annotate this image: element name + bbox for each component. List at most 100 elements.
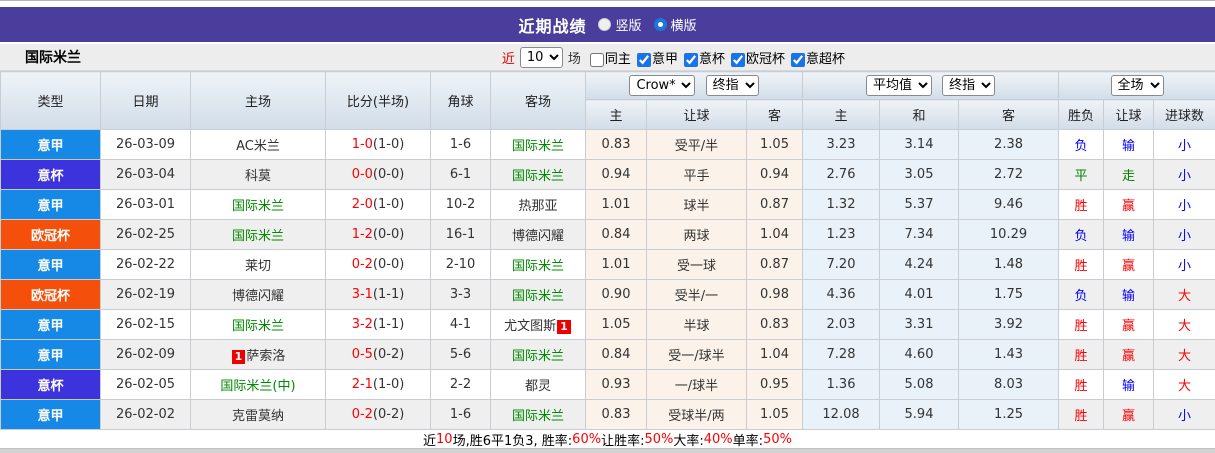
layout-radio-horizontal[interactable]: 横版 (653, 15, 697, 34)
home-team-name: AC米兰 (236, 139, 280, 154)
handicap-result-cell: 走 (1103, 159, 1155, 190)
goals-result-cell: 小 (1153, 189, 1215, 220)
league-badge: 欧冠杯 (0, 279, 101, 310)
corner-cell: 6-1 (430, 159, 491, 190)
halftime-score: (0-2) (372, 347, 405, 362)
eu-draw-odds: 7.34 (879, 219, 960, 250)
ah-line: 平手 (646, 159, 747, 190)
europe-time-select[interactable]: 终指 (942, 75, 996, 96)
sub-header-ah-away: 客 (745, 99, 804, 130)
away-team-cell: 都灵 (490, 369, 586, 400)
scope-select[interactable]: 全场 (1110, 75, 1164, 96)
match-row: 意甲 26-02-15 国际米兰 3-2(1-1) 4-1 尤文图斯 1 1.05 半球 0.83… (0, 309, 1215, 340)
eu-home-odds: 7.20 (802, 249, 881, 280)
match-row: 意甲 26-03-09 AC米兰 1-0(1-0) 1-6 国际米兰 0.83 受平/半 1.0… (0, 129, 1215, 160)
sub-header-goals-result: 进球数 (1153, 99, 1215, 130)
recent-count-select[interactable]: 10 (519, 47, 563, 68)
col-header-home: 主场 (190, 71, 326, 130)
goals-result-cell: 小 (1153, 219, 1215, 250)
filter-checkbox[interactable] (790, 52, 805, 67)
goals-result-cell: 大 (1153, 369, 1215, 400)
league-badge: 意甲 (0, 129, 101, 160)
sub-header-row: 主 让球 客 主 和 客 胜负 让球 进球数 (1, 99, 1215, 130)
corner-cell: 2-10 (430, 249, 491, 280)
radio-vertical-label[interactable]: 竖版 (615, 19, 642, 34)
eu-draw-odds: 5.37 (879, 189, 960, 220)
handicap-result-cell: 赢 (1103, 339, 1155, 370)
stat-label: 大率: (673, 433, 704, 449)
away-team-name: 国际米兰 (511, 289, 564, 304)
corner-cell: 2-2 (430, 369, 491, 400)
home-team-name: 萨索洛 (246, 349, 286, 364)
away-team-cell: 国际米兰 (490, 159, 586, 190)
col-header-corner: 角球 (430, 71, 491, 130)
odds-company-select[interactable]: Crow* (629, 75, 696, 96)
score-cell: 3-1(1-1) (325, 279, 431, 310)
filter-checkbox[interactable] (730, 52, 745, 67)
ah-away-odds: 0.83 (745, 309, 804, 340)
fulltime-score: 1-2 (351, 227, 373, 242)
league-badge: 意甲 (0, 339, 101, 370)
league-badge: 意甲 (0, 399, 101, 430)
odds-time-select[interactable]: 终指 (705, 75, 759, 96)
filter-checkbox-label[interactable]: 意超杯 (805, 52, 845, 67)
match-row: 意甲 26-02-22 莱切 0-2(0-0) 2-10 国际米兰 1.01 受一球 0.87 7… (0, 249, 1215, 280)
fulltime-score: 2-0 (351, 197, 373, 212)
ah-home-odds: 0.94 (585, 159, 647, 190)
handicap-result-cell: 赢 (1103, 309, 1155, 340)
fulltime-score: 3-1 (351, 287, 373, 302)
halftime-score: (0-0) (372, 257, 405, 272)
filter-bar: 国际米兰 近 10 场 同主 意甲 意杯 欧冠杯 意超杯 (0, 44, 1215, 71)
filter-checkbox-label[interactable]: 意甲 (651, 52, 678, 67)
home-team-cell: 国际米兰 (190, 309, 326, 340)
eu-away-odds: 1.25 (958, 399, 1060, 430)
home-team-name: 科莫 (244, 169, 271, 184)
layout-radio-vertical[interactable]: 竖版 (598, 15, 642, 34)
match-row: 意杯 26-02-05 国际米兰(中) 2-1(1-0) 2-2 都灵 0.93 一/球半 0.… (0, 369, 1215, 400)
eu-home-odds: 2.76 (802, 159, 881, 190)
handicap-group-header: Crow* 终指 (584, 71, 804, 100)
top-strip (0, 0, 1215, 7)
ah-away-odds: 1.04 (745, 219, 804, 250)
near-label: 近 (501, 52, 515, 67)
filter-checkbox-label[interactable]: 欧冠杯 (745, 52, 785, 67)
score-cell: 0-0(0-0) (325, 159, 431, 190)
ah-home-odds: 0.93 (585, 369, 647, 400)
match-date: 26-02-19 (100, 279, 191, 310)
score-cell: 2-1(1-0) (325, 369, 431, 400)
handicap-result-cell: 赢 (1103, 399, 1155, 430)
eu-away-odds: 1.43 (958, 339, 1060, 370)
filter-checkbox-label[interactable]: 意杯 (698, 52, 725, 67)
score-cell: 1-0(1-0) (325, 129, 431, 160)
eu-draw-odds: 4.01 (879, 279, 960, 310)
handicap-result-cell: 输 (1103, 369, 1155, 400)
eu-draw-odds: 4.24 (879, 249, 960, 280)
filter-checkbox-label[interactable]: 同主 (604, 52, 631, 67)
filter-checkbox[interactable] (636, 52, 651, 67)
home-team-name: 博德闪耀 (231, 289, 284, 304)
filter-checkbox[interactable] (683, 52, 698, 67)
goals-result-cell: 小 (1153, 399, 1215, 430)
match-date: 26-03-09 (100, 129, 191, 160)
corner-cell: 3-3 (430, 279, 491, 310)
match-row: 意杯 26-03-04 科莫 0-0(0-0) 6-1 国际米兰 0.94 平手 0.94 2.7… (0, 159, 1215, 190)
col-header-date: 日期 (100, 71, 191, 130)
halftime-score: (1-0) (372, 377, 405, 392)
ah-away-odds: 0.98 (745, 279, 804, 310)
header-group-row: 类型 日期 主场 比分(半场) 角球 客场 Crow* 终指 平均值 终指 全场 (0, 71, 1215, 130)
filter-checkbox[interactable] (589, 52, 604, 67)
corner-cell: 10-2 (430, 189, 491, 220)
ah-home-odds: 1.05 (585, 309, 647, 340)
stat-label: 场,胜6平1负3, 胜率: (452, 433, 573, 449)
corner-cell: 5-6 (430, 339, 491, 370)
filter-controls: 近 10 场 同主 意甲 意杯 欧冠杯 意超杯 (502, 44, 845, 71)
stat-label: 单率: (732, 433, 764, 449)
radio-unselected-icon[interactable] (598, 18, 612, 31)
eu-away-odds: 10.29 (958, 219, 1060, 250)
europe-company-select[interactable]: 平均值 (865, 75, 932, 96)
radio-selected-icon[interactable] (653, 18, 667, 31)
eu-home-odds: 1.36 (802, 369, 881, 400)
home-team-cell: 博德闪耀 (190, 279, 326, 310)
goals-result-cell: 小 (1153, 159, 1215, 190)
radio-horizontal-label[interactable]: 横版 (670, 19, 697, 34)
